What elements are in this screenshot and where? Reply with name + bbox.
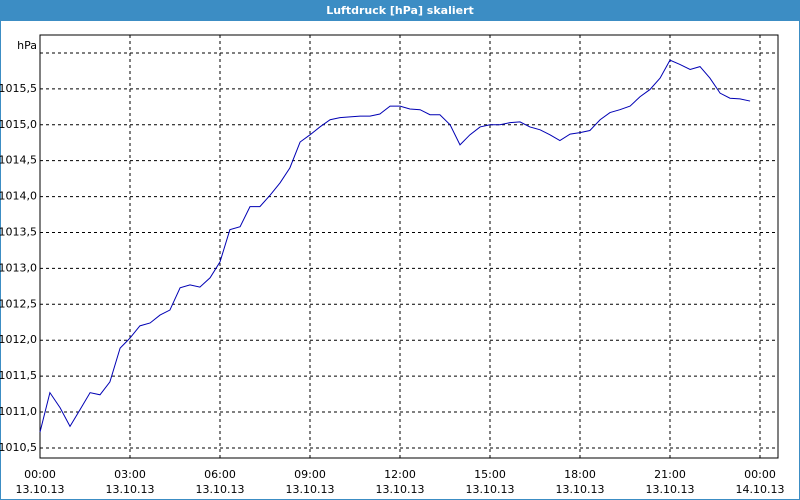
x-tick-label: 03:00	[114, 468, 146, 481]
y-tick-label: 1015,0	[0, 118, 37, 131]
x-tick-label: 18:00	[564, 468, 596, 481]
y-tick-label: 1014,5	[0, 154, 37, 167]
title-bar	[0, 0, 800, 21]
plot-frame	[39, 34, 779, 459]
y-tick-label: 1011,5	[0, 369, 37, 382]
x-tick-date: 13.10.13	[646, 483, 695, 496]
x-tick-label: 06:00	[204, 468, 236, 481]
y-tick-label: 1010,5	[0, 441, 37, 454]
x-tick-date: 13.10.13	[286, 483, 335, 496]
chart-title: Luftdruck [hPa] skaliert	[326, 4, 474, 17]
y-tick-label: 1011,0	[0, 405, 37, 418]
x-tick-label: 09:00	[294, 468, 326, 481]
x-tick-label: 00:00	[24, 468, 56, 481]
data-line	[39, 59, 751, 433]
x-tick-date: 14.10.13	[736, 483, 785, 496]
y-tick-label: 1012,5	[0, 297, 37, 310]
y-tick-label: 1015,5	[0, 82, 37, 95]
x-tick-date: 13.10.13	[106, 483, 155, 496]
x-tick-label: 21:00	[654, 468, 686, 481]
y-tick-label: 1013,5	[0, 225, 37, 238]
y-axis-label: hPa	[17, 39, 37, 52]
y-tick-label: 1013,0	[0, 261, 37, 274]
y-tick-label: 1014,0	[0, 190, 37, 203]
x-tick-date: 13.10.13	[16, 483, 65, 496]
x-tick-date: 13.10.13	[376, 483, 425, 496]
x-tick-date: 13.10.13	[556, 483, 605, 496]
x-tick-date: 13.10.13	[466, 483, 515, 496]
x-tick-label: 12:00	[384, 468, 416, 481]
x-tick-label: 15:00	[474, 468, 506, 481]
y-tick-label: 1012,0	[0, 333, 37, 346]
x-tick-label: 00:00	[744, 468, 776, 481]
x-tick-date: 13.10.13	[196, 483, 245, 496]
